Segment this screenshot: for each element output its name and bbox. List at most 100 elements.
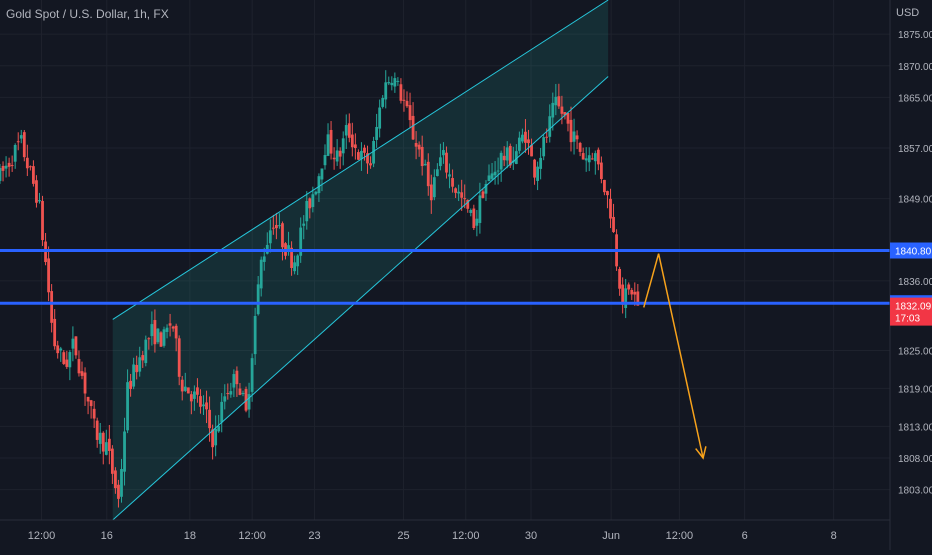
candle (314, 190, 318, 196)
candle-body (217, 426, 221, 432)
candle (89, 399, 93, 419)
candle (344, 114, 348, 150)
x-tick-label: 12:00 (238, 530, 266, 542)
candle (432, 169, 436, 201)
candle (372, 136, 375, 168)
candle-body (499, 152, 503, 170)
candle (490, 162, 494, 181)
candle (217, 414, 221, 433)
channel-upper-line (112, 0, 609, 320)
candle-body (274, 224, 278, 229)
candle-body (487, 175, 491, 182)
candle (499, 150, 503, 182)
candle-body (445, 152, 448, 173)
candle (435, 163, 439, 177)
candle (278, 213, 281, 229)
candle-body (612, 216, 615, 233)
candle (457, 184, 461, 202)
x-tick-label: 30 (525, 530, 537, 542)
candle-body (314, 191, 318, 195)
candle-body (256, 284, 260, 315)
candle (13, 143, 17, 169)
last-price-label: 1832.09 (895, 302, 932, 313)
candle-body (542, 137, 546, 157)
candle (366, 145, 369, 174)
candle (162, 326, 166, 348)
candle (120, 458, 123, 503)
y-tick-label: 1819.00 (898, 384, 932, 395)
candle (205, 390, 208, 424)
candle-body (448, 174, 451, 177)
candle (92, 400, 96, 428)
candle-body (1, 165, 5, 171)
candle (290, 241, 293, 276)
candle (341, 131, 345, 166)
candle-body (247, 394, 251, 410)
candle-body (13, 144, 17, 162)
candle-body (630, 289, 634, 295)
candle (630, 287, 634, 301)
candle (399, 78, 403, 104)
candle (320, 168, 324, 192)
candle-body (478, 195, 482, 223)
candle-body (77, 359, 81, 374)
candle (229, 382, 233, 398)
y-tick-label: 1836.00 (898, 277, 932, 288)
candle (28, 165, 32, 171)
candle-body (53, 318, 57, 347)
candle-body (135, 364, 139, 373)
candle-body (211, 429, 215, 448)
candle (186, 387, 190, 394)
candle-body (566, 113, 570, 124)
candle-body (159, 332, 163, 347)
candle (463, 184, 467, 209)
plot-group (0, 0, 890, 521)
candle (481, 188, 485, 199)
candle (171, 325, 175, 332)
candle-body (174, 325, 178, 339)
candle (593, 150, 597, 175)
candle-body (0, 167, 2, 181)
candle-body (338, 150, 342, 157)
candle (420, 135, 424, 176)
candle-body (636, 291, 640, 306)
candle (104, 429, 108, 456)
candle-body (110, 448, 114, 474)
candle-body (524, 131, 527, 143)
candle (393, 72, 397, 93)
candle (238, 383, 242, 396)
candle (569, 106, 573, 152)
candle (1, 161, 5, 182)
candle-body (560, 106, 564, 114)
candle-body (220, 401, 224, 423)
candle (59, 346, 63, 362)
candle (189, 390, 193, 415)
candle (123, 417, 126, 486)
x-tick-label: Jun (602, 530, 620, 542)
candle (414, 131, 418, 160)
candle-body (530, 145, 533, 157)
candle-body (89, 400, 93, 407)
candle (41, 195, 44, 246)
candle-body (402, 99, 406, 101)
candle-body (378, 107, 382, 129)
candle (268, 219, 272, 253)
candle (299, 217, 303, 263)
candle-body (38, 200, 41, 202)
projection-arrowhead (695, 446, 707, 460)
candle (250, 353, 254, 402)
candle (548, 104, 552, 143)
candle (590, 152, 594, 160)
channel-fill (112, 0, 609, 520)
candle (135, 355, 139, 380)
candle-body (329, 129, 333, 154)
x-tick-label: 25 (397, 530, 409, 542)
candle-body (596, 149, 600, 165)
x-tick-label: 16 (101, 530, 113, 542)
x-tick-label: 12:00 (452, 530, 480, 542)
candle (141, 350, 145, 368)
candle-body (347, 123, 351, 138)
candle-body (363, 147, 366, 153)
